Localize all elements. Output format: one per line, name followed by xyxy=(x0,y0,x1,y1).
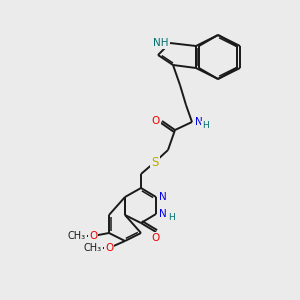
Text: N: N xyxy=(159,192,167,202)
Text: H: H xyxy=(202,122,209,130)
Text: O: O xyxy=(105,243,113,253)
Text: CH₃: CH₃ xyxy=(68,231,86,241)
Text: S: S xyxy=(151,155,159,169)
Text: N: N xyxy=(195,117,203,127)
Text: N: N xyxy=(159,209,167,219)
Text: H: H xyxy=(168,214,175,223)
Text: O: O xyxy=(152,116,160,126)
Text: CH₃: CH₃ xyxy=(84,243,102,253)
Text: O: O xyxy=(89,231,97,241)
Text: O: O xyxy=(152,233,160,243)
Text: NH: NH xyxy=(154,38,169,48)
